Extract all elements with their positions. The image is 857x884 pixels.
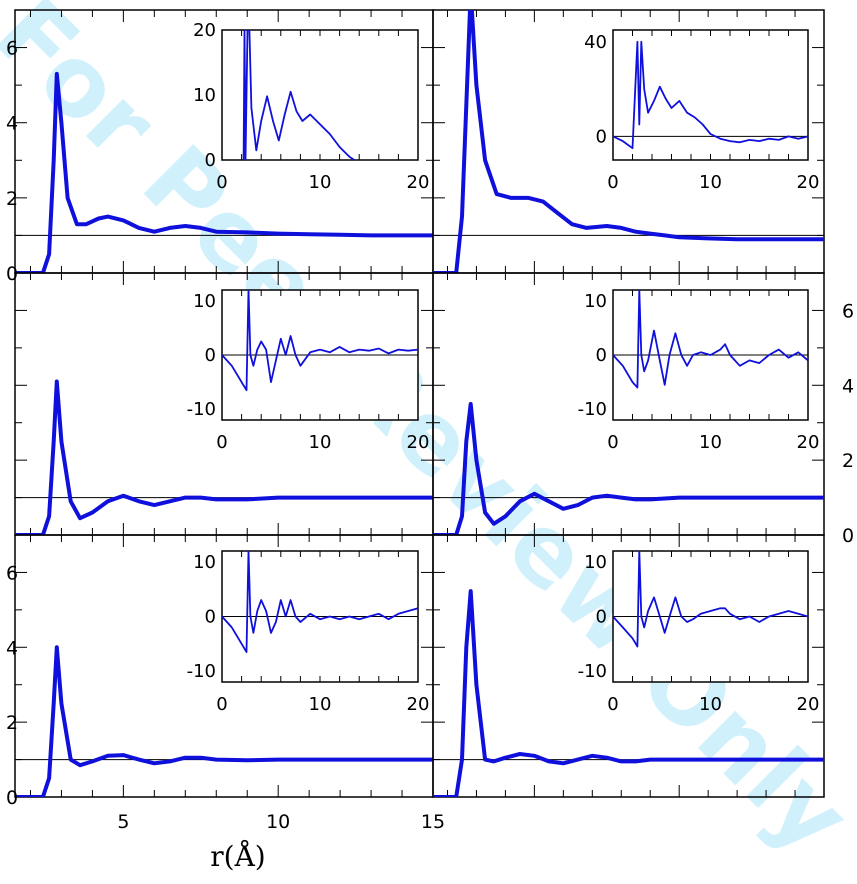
inset-x-tick-label: 10 — [309, 172, 332, 193]
main-x-tick-label: 10 — [266, 811, 290, 833]
inset-x-tick-label: 10 — [699, 694, 722, 715]
main-y-tick-label-left: 2 — [6, 712, 18, 734]
inset-y-tick-label: 10 — [584, 552, 607, 573]
main-y-tick-label-left: 6 — [6, 38, 18, 60]
panel-top-right: 0 40 0 10 20 — [432, 9, 825, 274]
main-y-tick-label-left: 0 — [6, 787, 18, 809]
inset-y-tick-label: 0 — [596, 607, 607, 628]
inset-x-tick-label: 0 — [216, 432, 227, 453]
inset-y-tick-label: 10 — [193, 552, 216, 573]
inset-top-right: 0 40 0 10 20 — [584, 29, 820, 193]
inset-y-tick-label: 10 — [193, 291, 216, 312]
inset-y-tick-label: 0 — [596, 345, 607, 366]
inset-x-tick-label: 20 — [797, 172, 820, 193]
inset-y-tick-label: -10 — [578, 661, 607, 682]
inset-curve — [613, 40, 808, 150]
inset-curve — [242, 30, 355, 160]
inset-x-tick-label: 20 — [407, 694, 430, 715]
main-y-tick-label-left: 6 — [6, 562, 18, 584]
inset-y-tick-label: 0 — [205, 345, 216, 366]
main-x-tick-label: 5 — [117, 811, 129, 833]
x-axis-label: r(Å) — [210, 840, 265, 873]
main-y-tick-label-right: 4 — [842, 375, 854, 397]
main-curve — [433, 10, 824, 273]
inset-x-tick-label: 20 — [797, 694, 820, 715]
inset-x-tick-label: 10 — [309, 432, 332, 453]
inset-y-tick-label: 10 — [193, 85, 216, 106]
main-y-tick-label-left: 2 — [6, 188, 18, 210]
inset-top-left: 0 10 20 0 10 20 — [193, 20, 429, 193]
main-y-tick-label-left: 4 — [6, 637, 18, 659]
inset-x-tick-label: 0 — [607, 694, 618, 715]
inset-y-tick-label: 0 — [205, 607, 216, 628]
inset-y-tick-label: -10 — [578, 399, 607, 420]
inset-x-tick-label: 20 — [407, 432, 430, 453]
main-y-tick-label-right: 0 — [842, 525, 854, 547]
inset-x-tick-label: 0 — [216, 172, 227, 193]
inset-x-tick-label: 10 — [699, 172, 722, 193]
main-curve — [15, 645, 433, 797]
main-y-tick-label-left: 4 — [6, 113, 18, 135]
inset-x-tick-label: 10 — [309, 694, 332, 715]
inset-y-tick-label: 0 — [205, 150, 216, 171]
main-curve — [433, 402, 824, 535]
main-y-tick-label-left: 0 — [6, 263, 18, 285]
main-curve — [433, 589, 824, 797]
inset-y-tick-label: 0 — [596, 126, 607, 147]
inset-x-tick-label: 0 — [607, 432, 618, 453]
inset-x-tick-label: 10 — [699, 432, 722, 453]
main-y-tick-label-right: 6 — [842, 300, 854, 322]
inset-x-tick-label: 20 — [407, 172, 430, 193]
inset-y-tick-label: 10 — [584, 291, 607, 312]
inset-curve — [222, 551, 418, 653]
inset-x-tick-label: 20 — [797, 432, 820, 453]
main-y-tick-label-right: 2 — [842, 450, 854, 472]
inset-y-tick-label: 20 — [193, 20, 216, 41]
inset-curve — [613, 551, 808, 648]
main-curve — [15, 71, 433, 273]
panel-frame — [432, 534, 825, 798]
inset-y-tick-label: 40 — [584, 32, 607, 53]
inset-x-tick-label: 0 — [216, 694, 227, 715]
panel-top-left: 0 10 20 0 10 20 — [14, 9, 434, 274]
inset-y-tick-label: -10 — [187, 399, 216, 420]
inset-curve — [613, 290, 808, 389]
inset-x-tick-label: 0 — [607, 172, 618, 193]
inset-curve — [222, 290, 418, 392]
main-x-tick-label: 15 — [421, 811, 445, 833]
inset-y-tick-label: -10 — [187, 661, 216, 682]
main-curve — [15, 379, 433, 535]
